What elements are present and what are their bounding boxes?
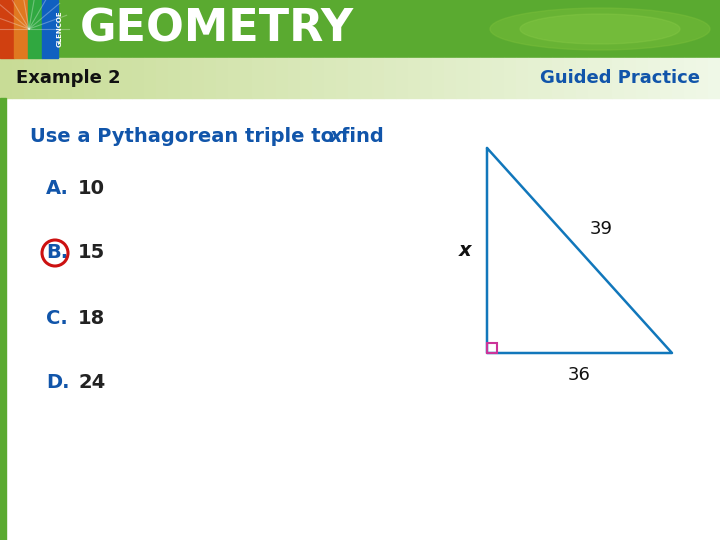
Text: x: x — [459, 241, 472, 260]
Bar — [492, 58, 504, 98]
Bar — [612, 58, 624, 98]
Bar — [600, 58, 612, 98]
Bar — [36, 58, 48, 98]
Text: 24: 24 — [78, 374, 105, 393]
Bar — [216, 58, 228, 98]
Bar — [108, 58, 120, 98]
Bar — [120, 58, 132, 98]
Bar — [300, 58, 312, 98]
Bar — [588, 58, 600, 98]
Bar — [0, 58, 12, 98]
Text: x.: x. — [330, 126, 350, 145]
Bar — [360, 58, 372, 98]
Bar — [444, 58, 456, 98]
Bar — [168, 58, 180, 98]
Bar — [708, 58, 720, 98]
Bar — [348, 58, 360, 98]
Bar — [480, 58, 492, 98]
Ellipse shape — [520, 14, 680, 44]
Bar — [624, 58, 636, 98]
Bar — [204, 58, 216, 98]
Bar — [96, 58, 108, 98]
Bar — [324, 58, 336, 98]
Text: C.: C. — [46, 308, 68, 327]
Bar — [276, 58, 288, 98]
Bar — [0, 0, 720, 58]
Bar — [540, 58, 552, 98]
Bar — [432, 58, 444, 98]
Bar — [60, 58, 72, 98]
Bar — [528, 58, 540, 98]
Bar — [396, 58, 408, 98]
Bar — [84, 58, 96, 98]
Text: Example 2: Example 2 — [16, 69, 121, 87]
Bar — [372, 58, 384, 98]
Bar — [72, 58, 84, 98]
Bar — [228, 58, 240, 98]
Text: 39: 39 — [590, 219, 613, 238]
Bar — [156, 58, 168, 98]
Bar — [504, 58, 516, 98]
Text: 10: 10 — [78, 179, 105, 198]
Bar — [240, 58, 252, 98]
Bar — [48, 58, 60, 98]
Bar — [564, 58, 576, 98]
Bar — [0, 98, 6, 540]
Bar — [456, 58, 468, 98]
Bar — [288, 58, 300, 98]
Text: GEOMETRY: GEOMETRY — [80, 8, 354, 51]
Ellipse shape — [490, 8, 710, 50]
Bar — [0, 0, 14, 58]
Bar — [468, 58, 480, 98]
Bar — [336, 58, 348, 98]
Bar — [552, 58, 564, 98]
Bar — [696, 58, 708, 98]
Text: 36: 36 — [568, 366, 591, 384]
Bar — [12, 58, 24, 98]
Bar — [192, 58, 204, 98]
Text: 15: 15 — [78, 244, 105, 262]
Bar — [132, 58, 144, 98]
Text: GLENCOE: GLENCOE — [57, 11, 63, 48]
Bar — [42, 0, 58, 58]
Bar — [384, 58, 396, 98]
Text: A.: A. — [46, 179, 69, 198]
Bar — [672, 58, 684, 98]
Bar — [28, 0, 42, 58]
Bar — [14, 0, 28, 58]
Bar — [24, 58, 36, 98]
Bar — [252, 58, 264, 98]
Text: Use a Pythagorean triple to find: Use a Pythagorean triple to find — [30, 126, 390, 145]
Bar — [576, 58, 588, 98]
Bar — [516, 58, 528, 98]
Bar — [408, 58, 420, 98]
Bar — [684, 58, 696, 98]
Bar — [636, 58, 648, 98]
Text: Guided Practice: Guided Practice — [540, 69, 700, 87]
Text: D.: D. — [46, 374, 70, 393]
Text: B.: B. — [46, 244, 68, 262]
Bar — [648, 58, 660, 98]
Bar — [487, 343, 497, 353]
Text: 18: 18 — [78, 308, 105, 327]
Bar — [312, 58, 324, 98]
Bar — [420, 58, 432, 98]
Bar — [180, 58, 192, 98]
Bar — [660, 58, 672, 98]
Bar — [144, 58, 156, 98]
Bar — [264, 58, 276, 98]
